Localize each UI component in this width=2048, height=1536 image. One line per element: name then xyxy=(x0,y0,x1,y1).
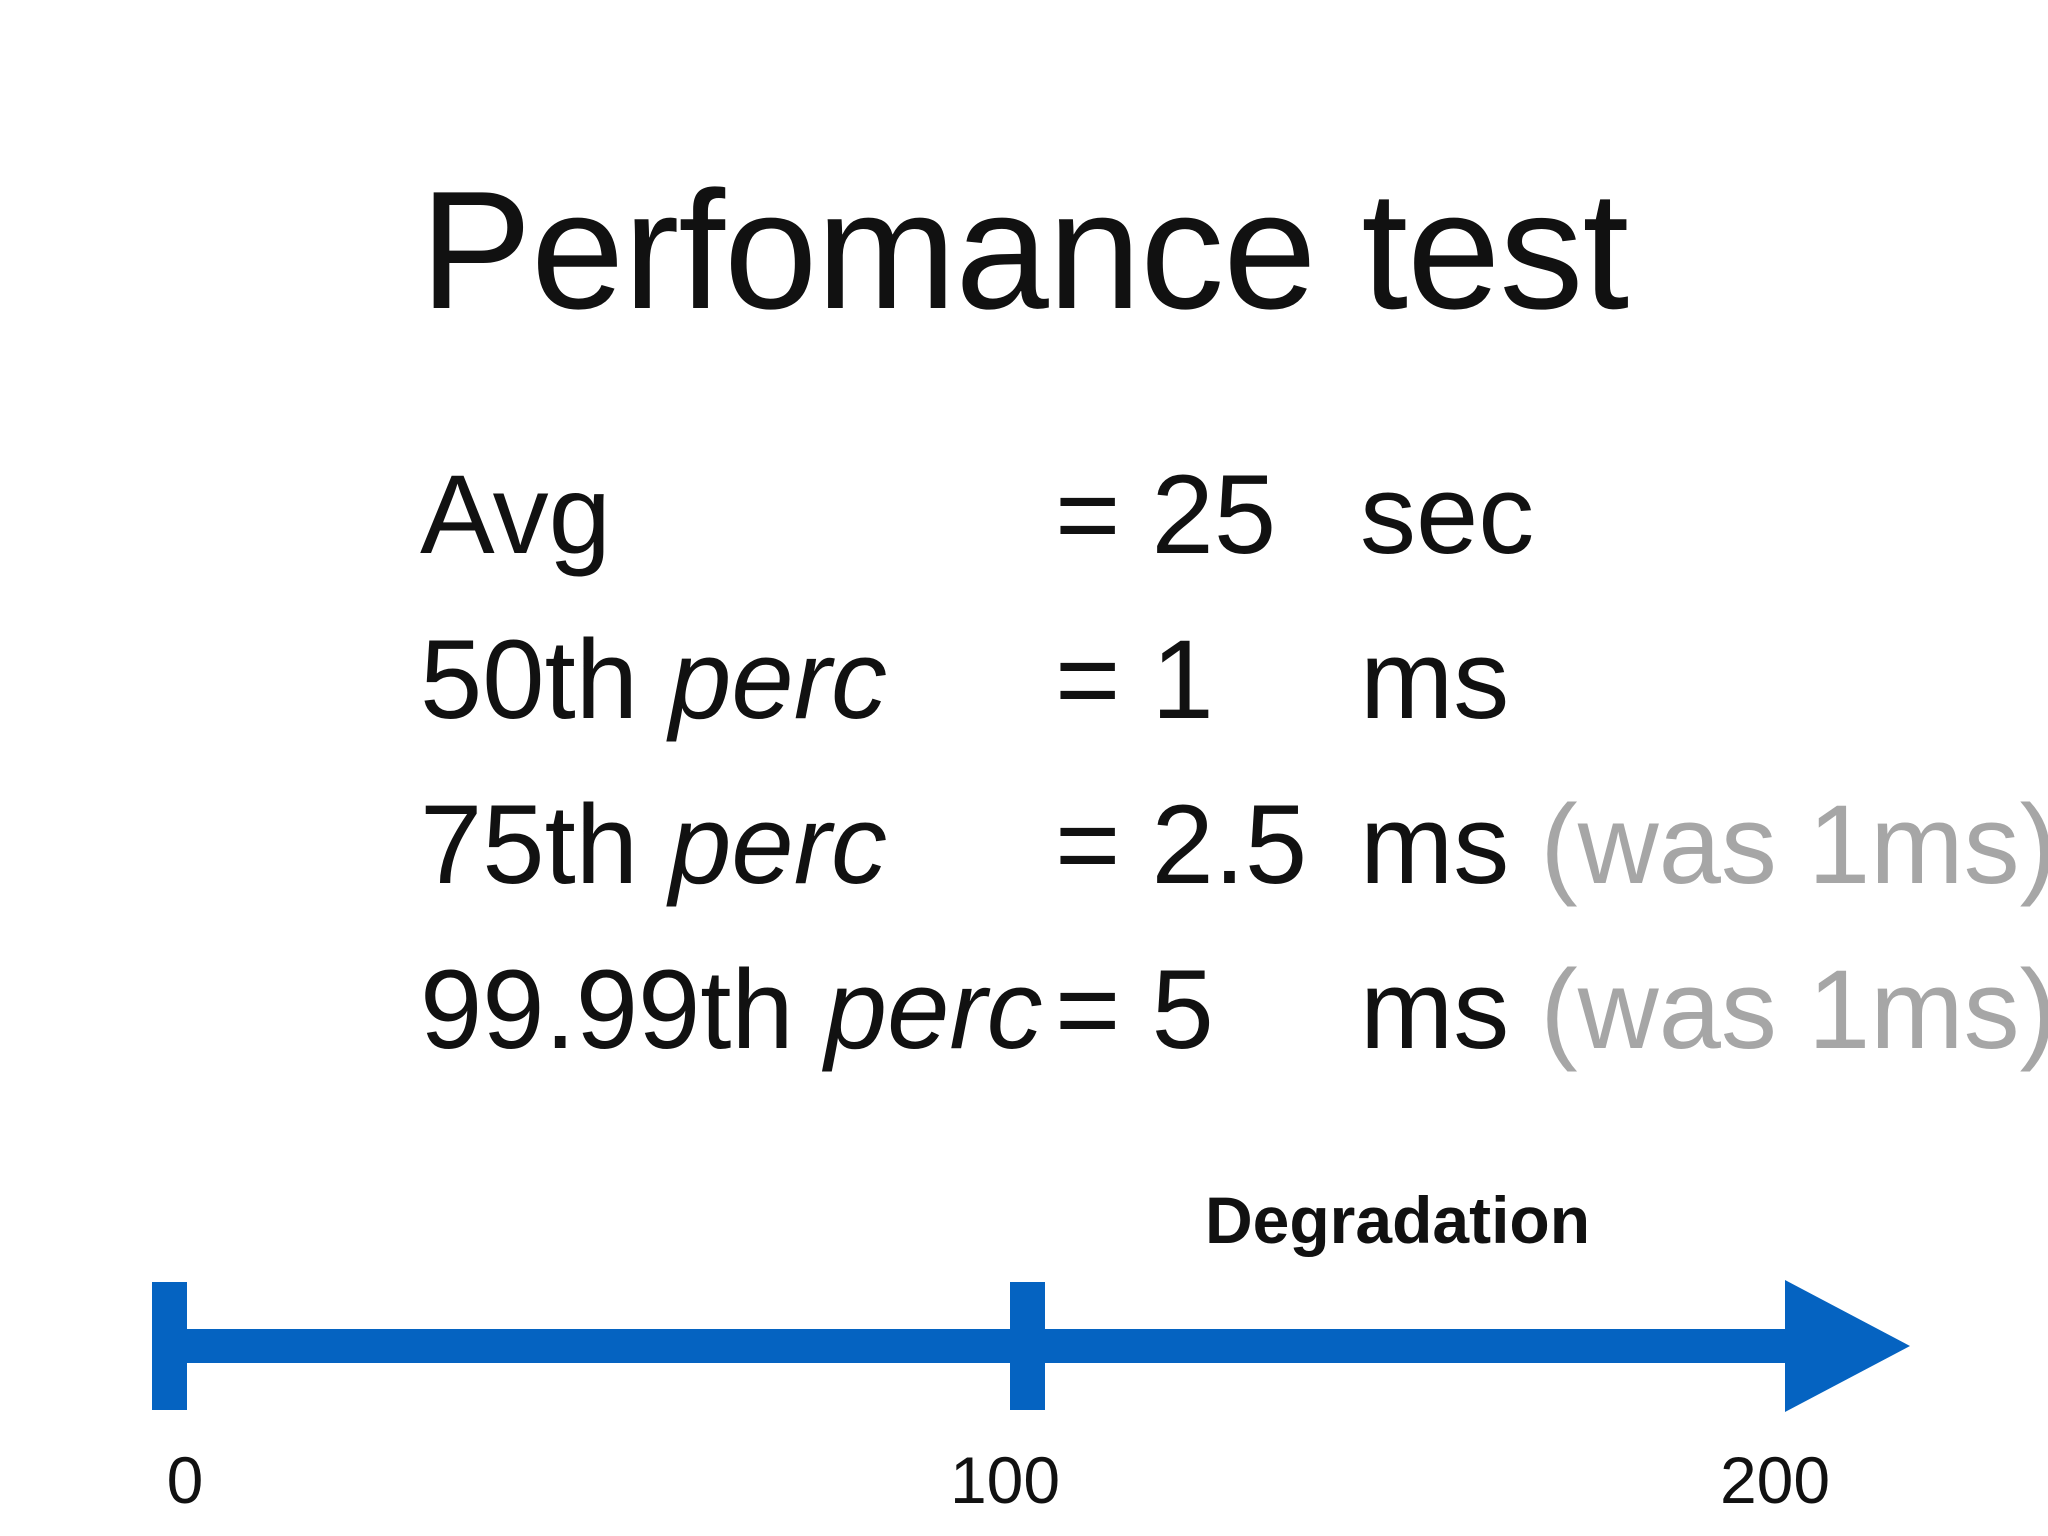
metric-value: = 5 xyxy=(1055,947,1214,1072)
degradation-label: Degradation xyxy=(1205,1183,1591,1257)
metric-label: Avg xyxy=(420,450,611,580)
metric-value: = 25 xyxy=(1055,452,1277,577)
metric-perc: perc xyxy=(824,947,1043,1072)
metric-name: 99.99th xyxy=(420,947,825,1072)
metric-previous: (was 1ms) xyxy=(1540,782,2048,907)
tick-label-200: 200 xyxy=(1719,1443,1831,1517)
metric-unit: sec xyxy=(1360,450,1534,580)
metric-name: 75th xyxy=(420,782,670,907)
metric-label: 75th perc xyxy=(420,780,887,910)
metric-name: Avg xyxy=(420,452,611,577)
metric-unit-text: ms xyxy=(1360,617,1510,742)
axis-arrow-head xyxy=(1785,1280,1910,1412)
metric-unit-text: ms xyxy=(1360,947,1541,1072)
metric-perc: perc xyxy=(669,617,887,742)
metric-unit: ms (was 1ms) xyxy=(1360,945,2048,1075)
axis-tick-start xyxy=(152,1282,187,1410)
axis-tick-middle xyxy=(1010,1282,1045,1410)
metric-value: = 1 xyxy=(1055,617,1214,742)
axis-line xyxy=(155,1329,1795,1363)
slide-title: Perfomance test xyxy=(419,156,1629,344)
metric-unit: ms (was 1ms) xyxy=(1360,780,2048,910)
metric-unit: ms xyxy=(1360,615,1509,745)
metric-label: 50th perc xyxy=(420,615,887,745)
metric-unit-text: ms xyxy=(1360,782,1541,907)
metric-value: = 2.5 xyxy=(1055,782,1308,907)
metric-unit-text: sec xyxy=(1360,452,1535,577)
metric-label: 99.99th perc xyxy=(420,945,1043,1075)
metric-previous: (was 1ms) xyxy=(1540,947,2048,1072)
axis-graphic xyxy=(152,1280,1910,1412)
tick-label-100: 100 xyxy=(949,1443,1061,1517)
metric-name: 50th xyxy=(420,617,670,742)
metric-perc: perc xyxy=(669,782,887,907)
tick-label-0: 0 xyxy=(166,1443,204,1517)
